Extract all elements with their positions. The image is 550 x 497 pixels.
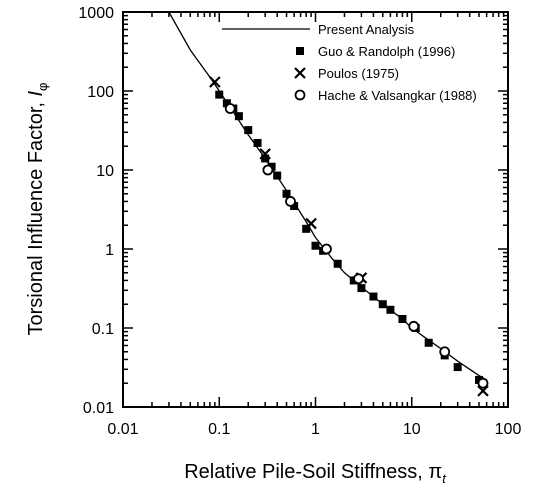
data-point [262,164,274,176]
series-4 [224,103,489,389]
data-point [282,189,291,198]
x-axis-title-text: Relative Pile-Soil Stiffness, [184,461,428,483]
data-series [168,12,489,397]
data-point [209,76,221,88]
x-tick-label: 0.1 [208,421,230,438]
x-tick-label: 1 [311,421,320,438]
y-axis-title-subscript: φ [35,82,50,90]
legend-item: Hache & Valsangkar (1988) [294,88,477,103]
x-axis-title-symbol: π [428,461,442,483]
y-axis-title-text: Torsional Influence Factor, [25,96,47,335]
x-tick-label: 10 [403,421,421,438]
legend-marker [294,67,306,79]
data-point [244,126,253,135]
data-point [215,90,224,99]
y-axis-title: Torsional Influence Factor, Iφ [25,82,50,335]
series-2 [215,90,484,384]
data-point [253,138,262,147]
data-point [453,363,462,372]
data-point [285,196,296,207]
legend-label: Hache & Valsangkar (1988) [318,88,477,103]
x-tick-label: 100 [495,421,522,438]
x-axis-title-subscript: t [442,471,447,486]
data-point [378,300,387,309]
x-tick-label: 0.01 [107,421,138,438]
data-point [424,338,433,347]
data-point [302,224,311,233]
data-point [386,305,395,314]
y-tick-label: 10 [96,163,114,180]
legend-label: Present Analysis [318,22,415,37]
data-point [261,154,270,163]
data-point [398,314,407,323]
data-point [353,273,364,285]
legend-marker [294,89,306,101]
y-tick-label: 100 [87,84,114,101]
data-point [333,259,342,268]
plot-area [122,11,509,408]
data-point [259,148,271,160]
data-point [222,99,231,108]
data-point [234,112,243,121]
y-axis-title-symbol: I [25,90,47,96]
data-point [290,202,299,211]
y-tick-label: 1 [105,242,114,259]
data-point [305,217,317,230]
axis-ticks [122,12,508,408]
legend-label: Guo & Randolph (1996) [318,44,455,59]
y-tick-label: 1000 [78,5,114,22]
data-point [224,103,236,114]
x-axis-title: Relative Pile-Soil Stiffness, πt [184,461,447,486]
data-point [439,346,451,358]
data-point [369,292,378,301]
data-point [477,385,489,397]
legend: Present Analysis Guo & Randolph (1996) Pou… [222,22,477,103]
y-tick-label: 0.1 [92,321,114,338]
legend-item: Guo & Randolph (1996) [296,44,455,59]
legend-marker [296,47,304,55]
y-tick-label: 0.01 [83,400,114,417]
data-point [311,241,320,250]
data-point [408,320,420,332]
legend-item: Poulos (1975) [294,66,399,81]
data-point [321,243,332,255]
legend-item: Present Analysis [222,22,415,37]
legend-label: Poulos (1975) [318,66,399,81]
data-point [273,171,282,180]
data-point [477,377,489,389]
data-point [357,284,366,293]
axis-tick-labels: 0.01 0.1 1 10 100 0.01 0.1 1 10 100 1000 [78,5,521,438]
